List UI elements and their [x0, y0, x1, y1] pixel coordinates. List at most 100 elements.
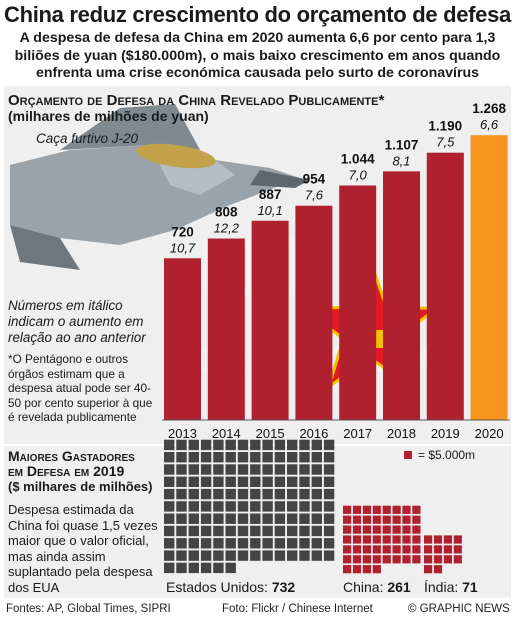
growth-label-2014: 12,2	[214, 221, 240, 236]
spend-square-estados-unidos	[262, 439, 273, 451]
spend-square-estados-unidos	[299, 464, 310, 475]
spend-square-estados-unidos	[164, 464, 175, 475]
value-label-2017: 1.044	[341, 152, 375, 167]
spend-square-estados-unidos	[287, 476, 298, 487]
legend-label: = $5.000m	[418, 448, 476, 462]
spend-square-china	[412, 535, 421, 544]
spend-square-estados-unidos	[287, 550, 298, 561]
spend-square-estados-unidos	[188, 452, 199, 463]
value-label-2015: 887	[259, 187, 282, 202]
footnote: *O Pentágono e outros órgãos estimam que…	[8, 352, 153, 424]
spend-square-estados-unidos	[311, 538, 322, 549]
spend-square-china	[352, 535, 362, 544]
year-label-2018: 2018	[387, 426, 416, 441]
growth-label-2020: 6,6	[480, 117, 499, 132]
spend-square-índia	[453, 535, 462, 544]
year-label-2014: 2014	[212, 426, 241, 441]
year-label-2016: 2016	[299, 426, 328, 441]
spend-square-china	[382, 535, 391, 544]
spend-square-estados-unidos	[200, 562, 212, 574]
j20-jet-illustration	[10, 104, 310, 270]
spend-square-estados-unidos	[250, 538, 261, 549]
spend-square-estados-unidos	[188, 464, 199, 475]
budget-bar-2018	[383, 171, 420, 420]
spend-square-china	[372, 565, 381, 574]
spend-square-estados-unidos	[262, 538, 273, 549]
year-label-2020: 2020	[475, 426, 504, 441]
spend-square-estados-unidos	[237, 538, 249, 549]
spend-square-estados-unidos	[299, 476, 310, 487]
square-legend: = $5.000m	[404, 448, 475, 462]
spend-square-china	[392, 505, 401, 514]
spend-square-estados-unidos	[299, 501, 310, 512]
spend-square-estados-unidos	[311, 452, 322, 463]
spend-square-estados-unidos	[200, 488, 212, 500]
spend-square-china	[352, 555, 362, 564]
growth-label-2019: 7,5	[436, 135, 455, 150]
spend-square-china	[352, 505, 362, 514]
spend-square-estados-unidos	[287, 464, 298, 475]
spend-square-estados-unidos	[164, 488, 175, 500]
spend-square-estados-unidos	[262, 501, 273, 512]
spend-square-estados-unidos	[164, 501, 175, 512]
spend-square-estados-unidos	[274, 501, 286, 512]
spend-square-estados-unidos	[164, 439, 175, 451]
spend-square-estados-unidos	[262, 476, 273, 487]
spend-square-estados-unidos	[274, 538, 286, 549]
spend-square-estados-unidos	[176, 464, 187, 475]
spend-square-estados-unidos	[188, 501, 199, 512]
spend-square-estados-unidos	[237, 476, 249, 487]
spend-square-estados-unidos	[323, 501, 335, 512]
spend-square-estados-unidos	[287, 501, 298, 512]
value-label-2013: 720	[171, 224, 194, 239]
footer-sources: Fontes: AP, Global Times, SIPRI	[6, 603, 171, 615]
spend-square-estados-unidos	[176, 439, 187, 451]
spenders-text: Despesa estimada da China foi quase 1,5 …	[8, 502, 158, 595]
spend-square-china	[362, 555, 371, 564]
spend-square-china	[343, 515, 352, 524]
spend-square-estados-unidos	[200, 476, 212, 487]
spend-square-estados-unidos	[274, 452, 286, 463]
footer-photo: Foto: Flickr / Chinese Internet	[222, 603, 373, 615]
spend-square-estados-unidos	[299, 538, 310, 549]
spend-square-estados-unidos	[311, 513, 322, 524]
spend-square-estados-unidos	[225, 525, 236, 537]
budget-bar-2014	[207, 238, 245, 420]
spend-square-estados-unidos	[188, 525, 199, 537]
spend-square-estados-unidos	[200, 525, 212, 537]
spend-square-estados-unidos	[225, 550, 236, 561]
spend-square-china	[362, 545, 371, 554]
footer-credit: © GRAPHIC NEWS	[408, 603, 510, 615]
legend-swatch	[404, 451, 412, 459]
spend-square-estados-unidos	[250, 488, 261, 500]
spend-square-china	[343, 535, 352, 544]
spend-square-estados-unidos	[225, 452, 236, 463]
budget-bar-2013	[164, 258, 201, 420]
spend-square-estados-unidos	[262, 525, 273, 537]
spend-square-estados-unidos	[188, 562, 199, 574]
spend-square-china	[372, 535, 381, 544]
spend-square-estados-unidos	[323, 550, 335, 561]
spend-square-estados-unidos	[225, 464, 236, 475]
spend-square-índia	[433, 545, 443, 554]
spend-square-estados-unidos	[262, 513, 273, 524]
spend-square-china	[402, 535, 411, 544]
spend-square-estados-unidos	[213, 562, 224, 574]
spend-square-china	[372, 505, 381, 514]
country-label-china: China: 261	[343, 579, 411, 595]
spending-squares	[164, 439, 462, 574]
spend-square-estados-unidos	[237, 513, 249, 524]
spend-square-estados-unidos	[250, 476, 261, 487]
spend-square-estados-unidos	[287, 439, 298, 451]
spend-square-estados-unidos	[299, 452, 310, 463]
value-label-2016: 954	[303, 172, 326, 187]
budget-chart-title: Orçamento de Defesa da China Revelado Pu…	[8, 92, 385, 109]
spend-square-estados-unidos	[262, 550, 273, 561]
spend-square-estados-unidos	[176, 562, 187, 574]
spend-square-estados-unidos	[250, 464, 261, 475]
spend-square-estados-unidos	[188, 476, 199, 487]
headline: China reduz crescimento do orçamento de …	[3, 2, 511, 27]
spend-square-estados-unidos	[287, 513, 298, 524]
